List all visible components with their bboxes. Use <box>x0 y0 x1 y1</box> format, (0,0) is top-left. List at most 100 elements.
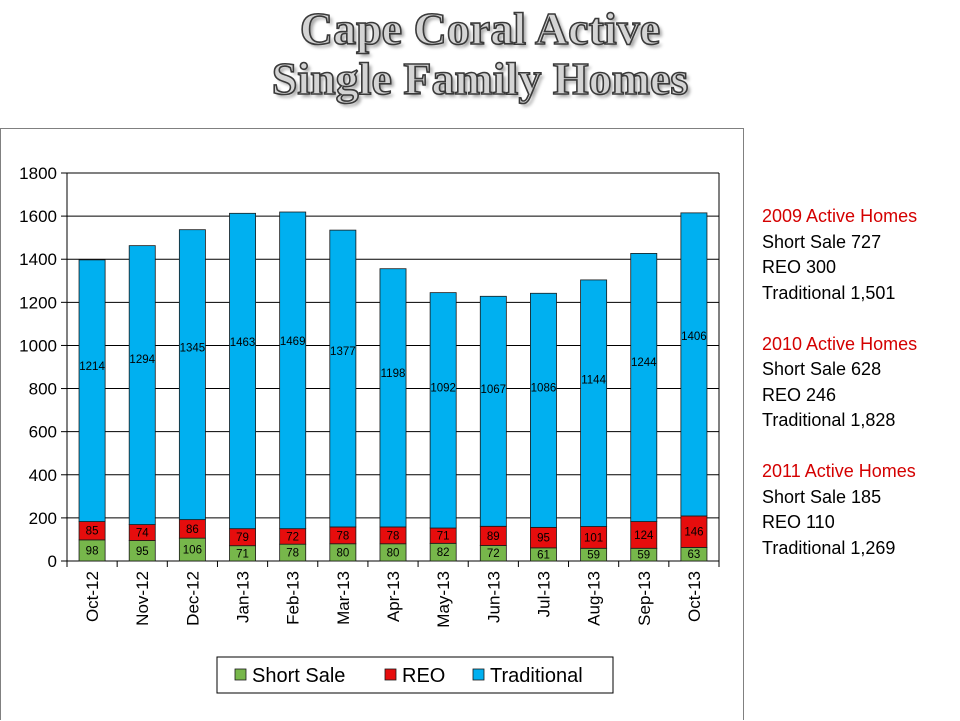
data-label: 71 <box>437 531 450 543</box>
legend-box <box>216 656 614 694</box>
summary-line: Traditional 1,828 <box>762 410 896 430</box>
summary-2011: 2011 Active Homes Short Sale 185 REO 110… <box>762 459 958 561</box>
y-tick-label: 1200 <box>19 293 57 312</box>
summary-line: REO 246 <box>762 384 837 405</box>
data-label: 78 <box>387 530 400 542</box>
data-label: 1406 <box>681 331 707 343</box>
summary-header: 2011 Active Homes <box>762 461 916 481</box>
bar-traditional <box>429 292 457 529</box>
summary-header: 2010 Active Homes <box>762 333 918 354</box>
bar-traditional <box>630 253 658 522</box>
stacked-bar-chart: 0 200 400 600 800 1000 1200 1400 1600 1800 98 85 121… <box>19 164 720 694</box>
bar-traditional <box>78 259 106 522</box>
y-tick-label: 400 <box>29 466 57 485</box>
legend-label: Short Sale <box>252 665 345 687</box>
data-label: 61 <box>537 549 550 561</box>
x-category-label: Apr-13 <box>384 571 403 622</box>
data-label: 63 <box>688 549 701 561</box>
data-label: 1377 <box>330 346 356 358</box>
data-label: 1463 <box>230 337 256 349</box>
data-label: 71 <box>236 548 249 560</box>
y-tick-label: 600 <box>29 423 57 442</box>
data-label: 86 <box>186 524 199 536</box>
data-label: 1214 <box>79 361 105 373</box>
x-category-label: Dec-12 <box>183 571 202 626</box>
data-label: 82 <box>437 547 450 559</box>
x-category-label: Oct-13 <box>685 571 704 622</box>
summary-line: Short Sale 727 <box>762 231 882 252</box>
bar-traditional <box>279 211 307 530</box>
data-label: 74 <box>136 528 149 540</box>
data-label: 1086 <box>531 383 557 395</box>
data-label: 98 <box>86 545 99 557</box>
y-tick-label: 1400 <box>19 250 57 269</box>
x-category-label: Aug-13 <box>585 571 604 626</box>
data-label: 78 <box>286 548 299 560</box>
summary-line: Short Sale 628 <box>762 359 882 379</box>
summary-2009: 2009 Active Homes Short Sale 727 REO 300… <box>762 204 958 306</box>
summary-line: Short Sale 185 <box>762 486 882 507</box>
x-category-label: May-13 <box>434 571 453 628</box>
data-label: 72 <box>286 531 299 543</box>
x-category-label: Sep-13 <box>635 571 654 626</box>
data-label: 1067 <box>481 384 507 396</box>
data-label: 72 <box>487 548 500 560</box>
y-tick-label: 1600 <box>19 207 57 226</box>
bar-traditional <box>379 268 407 528</box>
summary-2010: 2010 Active Homes Short Sale 628 REO 246… <box>762 332 958 434</box>
legend-label: REO <box>402 665 445 687</box>
x-category-label: Mar-13 <box>334 571 353 625</box>
y-tick-label: 1000 <box>19 336 57 355</box>
bar-traditional <box>530 292 557 528</box>
bar-traditional <box>680 212 708 517</box>
y-tick-label: 0 <box>48 552 57 571</box>
summary-line: REO 110 <box>762 512 835 532</box>
legend-swatch <box>472 668 485 681</box>
bar-traditional <box>479 295 507 527</box>
legend-swatch <box>234 668 247 681</box>
x-category-label: Feb-13 <box>284 571 303 625</box>
summary-line: Traditional 1,501 <box>762 282 896 303</box>
data-label: 1469 <box>280 336 306 348</box>
y-tick-label: 800 <box>29 380 57 399</box>
data-label: 106 <box>183 545 202 557</box>
y-tick-label: 1800 <box>19 164 57 183</box>
bar-reo <box>680 515 708 548</box>
chart-area: 0 200 400 600 800 1000 1200 1400 1600 1800 98 85 121… <box>0 128 744 720</box>
data-label: 95 <box>136 546 149 558</box>
data-label: 1294 <box>129 354 155 366</box>
data-label: 80 <box>336 547 349 559</box>
summary-header: 2009 Active Homes <box>762 206 918 226</box>
title-line-1: Cape Coral Active <box>299 3 661 55</box>
legend-label: Traditional <box>490 665 583 687</box>
data-label: 79 <box>236 532 249 544</box>
data-label: 1198 <box>381 368 406 380</box>
data-label: 80 <box>387 547 400 559</box>
summary-line: Traditional 1,269 <box>762 537 896 558</box>
bar-traditional <box>329 229 357 528</box>
data-label: 1244 <box>631 357 657 369</box>
yearly-summary-panel: 2009 Active Homes Short Sale 727 REO 300… <box>762 204 958 587</box>
data-label: 95 <box>537 533 550 545</box>
bar-reo <box>630 521 658 549</box>
data-label: 1345 <box>180 342 206 354</box>
data-label: 101 <box>584 532 603 544</box>
summary-line: REO 300 <box>762 257 837 277</box>
data-label: 124 <box>634 530 654 542</box>
data-label: 59 <box>587 550 600 562</box>
data-label: 85 <box>86 526 99 538</box>
bar-traditional <box>229 212 256 530</box>
x-category-label: Nov-12 <box>133 571 152 626</box>
legend-swatch <box>384 668 397 681</box>
data-label: 59 <box>637 550 650 562</box>
data-label: 1144 <box>581 374 606 386</box>
x-category-label: Jul-13 <box>534 571 553 617</box>
y-tick-label: 200 <box>29 509 57 528</box>
x-category-label: Jan-13 <box>234 571 253 623</box>
bar-traditional <box>580 279 608 527</box>
title-line-2: Single Family Homes <box>271 53 689 105</box>
x-category-label: Oct-12 <box>83 571 102 622</box>
data-label: 146 <box>684 527 703 539</box>
bar-traditional <box>178 229 206 521</box>
chart-title: Cape Coral Active Single Family Homes <box>180 3 780 105</box>
